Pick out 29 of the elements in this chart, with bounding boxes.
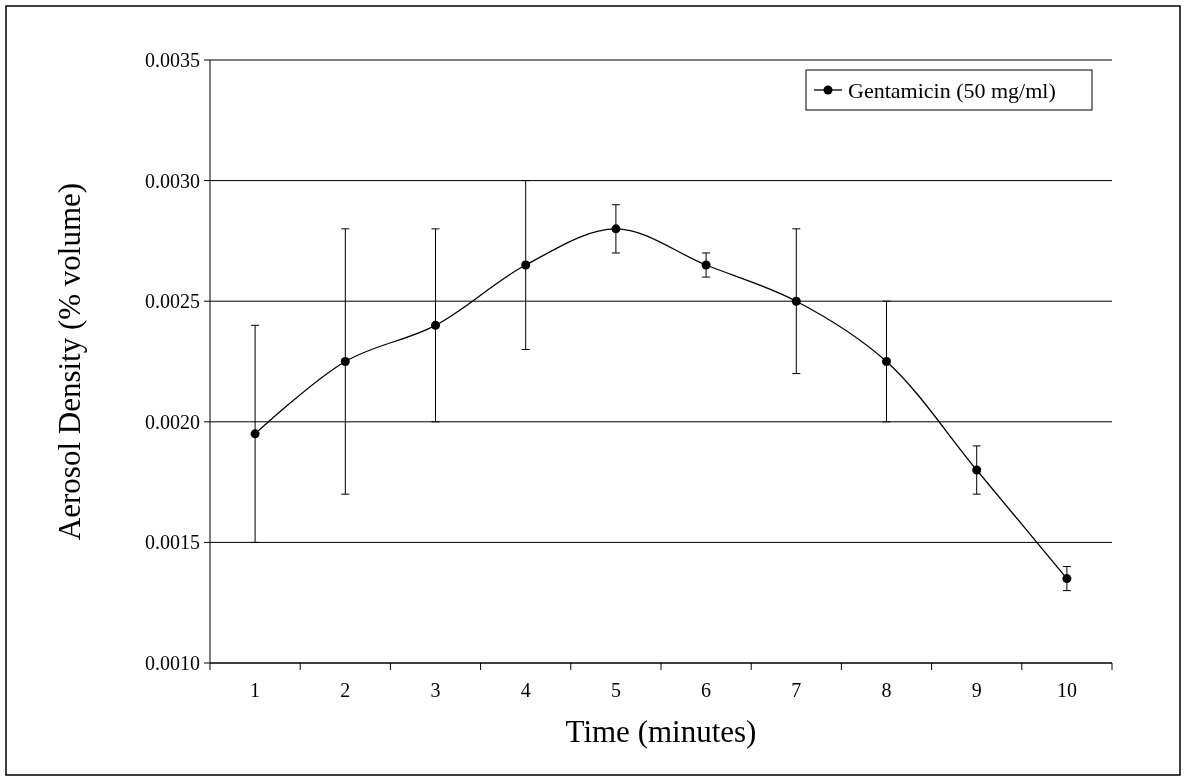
y-tick-label: 0.0020 <box>145 410 200 433</box>
x-tick-label: 1 <box>250 679 261 701</box>
point <box>431 320 440 330</box>
point <box>972 465 982 475</box>
x-tick-label: 8 <box>881 679 892 701</box>
y-tick-label: 0.0035 <box>145 49 200 71</box>
x-tick-label: 4 <box>520 679 531 701</box>
x-tick-label: 6 <box>701 679 712 701</box>
point <box>882 357 891 366</box>
point <box>521 260 531 270</box>
x-tick-label: 9 <box>971 679 982 701</box>
point <box>250 429 260 439</box>
point <box>340 357 350 366</box>
y-tick-label: 0.0015 <box>145 531 200 554</box>
point <box>791 296 801 306</box>
y-tick-label: 0.0025 <box>145 290 200 313</box>
x-tick-label: 3 <box>430 679 441 701</box>
point <box>611 224 621 234</box>
x-tick-label: 10 <box>1056 679 1077 701</box>
x-tick-label: 2 <box>340 679 351 701</box>
x-tick-label: 5 <box>610 679 621 701</box>
x-tick-label: 7 <box>791 679 802 701</box>
y-axis-title: Aerosol Density (% volume) <box>52 182 87 541</box>
y-tick-label: 0.0010 <box>145 652 200 674</box>
point <box>701 260 711 270</box>
legend-label: Gentamicin (50 mg/ml) <box>848 77 1056 103</box>
y-tick-label: 0.0030 <box>145 169 200 192</box>
x-axis-title: Time (minutes) <box>565 714 757 749</box>
point <box>1062 574 1072 584</box>
